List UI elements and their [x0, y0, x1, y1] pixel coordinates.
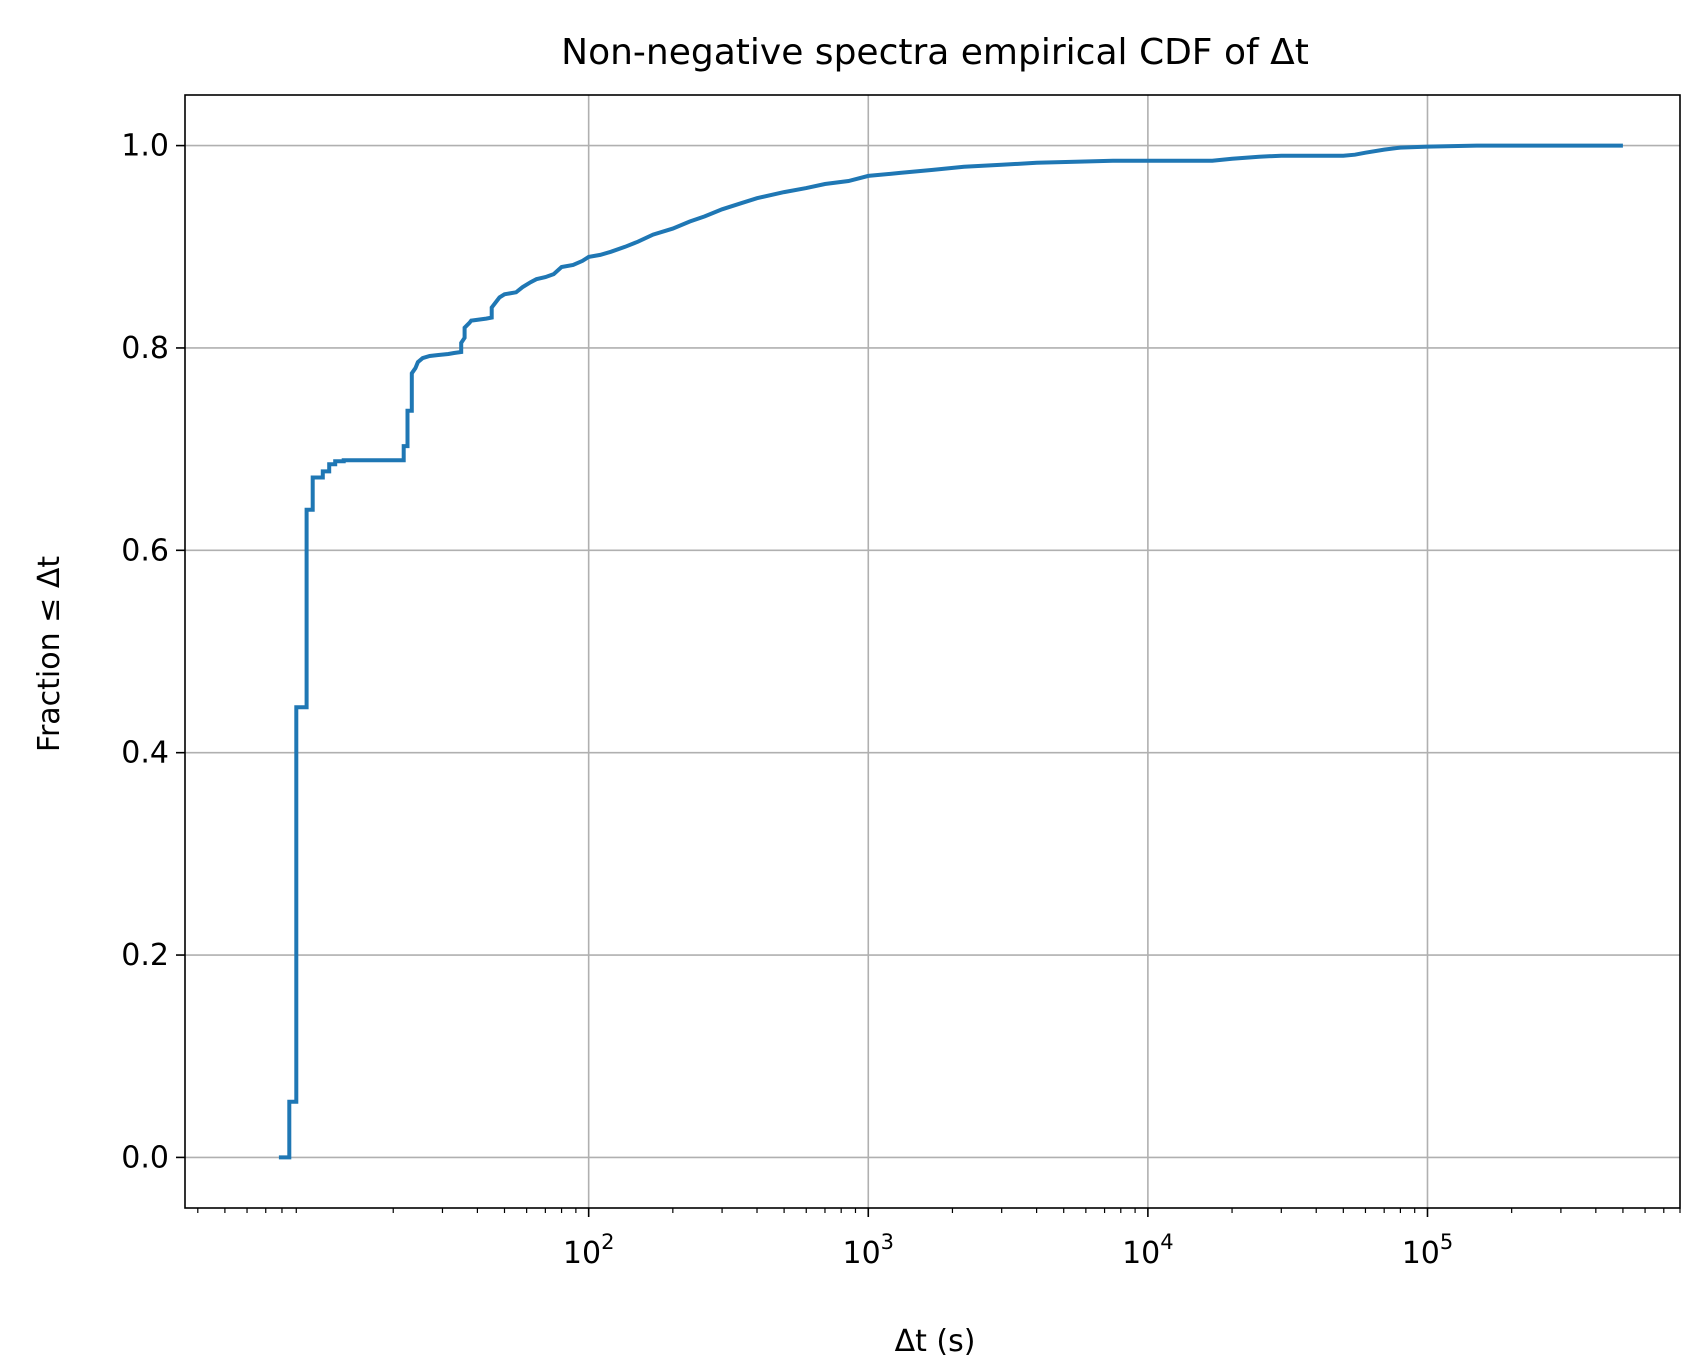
- chart-title: Non-negative spectra empirical CDF of Δt: [561, 32, 1309, 73]
- x-tick-label: 104: [1122, 1230, 1174, 1271]
- x-tick-label-exponent: 3: [881, 1230, 894, 1254]
- plot-frame: [184, 94, 1681, 1209]
- x-tick-label-exponent: 5: [1440, 1230, 1453, 1254]
- y-tick-label: 0.0: [121, 1140, 169, 1175]
- x-tick-label: 103: [842, 1230, 894, 1271]
- y-axis-label: Fraction ≤ Δt: [32, 556, 67, 752]
- x-tick-label: 105: [1402, 1230, 1454, 1271]
- x-axis-label: Δt (s): [895, 1324, 976, 1359]
- cdf-series-line: [278, 143, 1623, 1160]
- x-tick-label-base: 10: [1122, 1236, 1160, 1271]
- y-tick-label: 0.6: [121, 533, 169, 568]
- x-tick-label-base: 10: [1402, 1236, 1440, 1271]
- y-tick-label: 0.8: [121, 331, 169, 366]
- series-layer: [278, 143, 1623, 1160]
- y-tick-label: 0.4: [121, 736, 169, 771]
- x-tick-label-exponent: 4: [1160, 1230, 1173, 1254]
- x-tick-label-exponent: 2: [601, 1230, 614, 1254]
- y-tick-label: 1.0: [121, 129, 169, 164]
- x-tick-label: 102: [563, 1230, 615, 1271]
- y-tick-label: 0.2: [121, 938, 169, 973]
- x-tick-label-base: 10: [563, 1236, 601, 1271]
- x-tick-label-base: 10: [842, 1236, 880, 1271]
- grid-layer: [185, 95, 1680, 1208]
